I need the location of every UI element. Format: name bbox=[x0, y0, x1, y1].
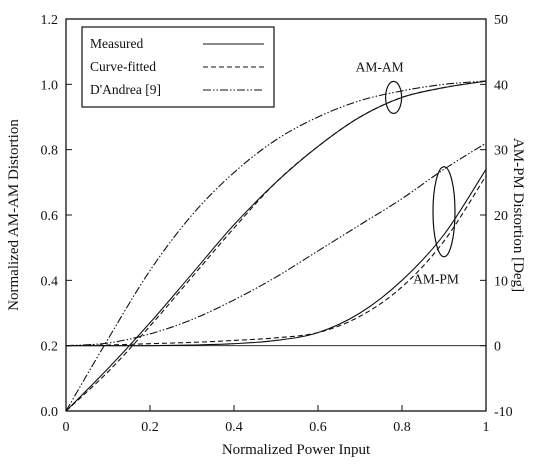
legend-label-measured: Measured bbox=[90, 36, 143, 51]
y-axis-label: Normalized AM-AM Distortion bbox=[6, 119, 22, 311]
am-am-d-andrea-9-line bbox=[65, 80, 487, 412]
am-pm-d-andrea-9-line bbox=[65, 142, 487, 347]
am-am-measured-line bbox=[65, 80, 487, 412]
x-tick-label: 0.2 bbox=[141, 420, 159, 435]
x-axis: 0 0.2 0.4 0.6 0.8 1 bbox=[63, 405, 490, 435]
am-am-group-ellipse bbox=[385, 80, 403, 115]
y-tick-label: 0.4 bbox=[41, 274, 59, 289]
am-pm-measured-line bbox=[66, 168, 487, 347]
y-tick-label: 0.6 bbox=[41, 209, 59, 224]
legend-box bbox=[81, 26, 275, 108]
y2-tick-label: -10 bbox=[494, 405, 513, 420]
y2-tick-label: 20 bbox=[494, 209, 508, 224]
legend: Measured Curve-fitted D'Andrea [9] bbox=[81, 26, 275, 108]
y2-tick-label: 30 bbox=[494, 144, 508, 159]
legend-label-curve-fitted: Curve-fitted bbox=[90, 59, 156, 74]
y-tick-label: 0.2 bbox=[41, 340, 59, 355]
y2-tick-label: 0 bbox=[494, 340, 501, 355]
y-tick-label: 0.0 bbox=[41, 405, 59, 420]
am-pm-group-ellipse bbox=[432, 166, 456, 258]
y-axis-left: 0.0 0.2 0.4 0.6 0.8 1.0 1.2 bbox=[41, 13, 72, 420]
y-tick-label: 1.2 bbox=[41, 13, 59, 28]
y2-axis-label: AM-PM Distortion [Deg] bbox=[510, 138, 526, 292]
am-pm-curve-fitted-line bbox=[65, 175, 487, 347]
y-tick-label: 1.0 bbox=[41, 78, 59, 93]
am-pm-annotation: AM-PM bbox=[413, 272, 459, 287]
x-tick-label: 0 bbox=[63, 420, 70, 435]
annotation-layer: AM-AM AM-PM bbox=[356, 59, 459, 286]
y-tick-label: 0.8 bbox=[41, 144, 59, 159]
x-tick-label: 0.4 bbox=[225, 420, 243, 435]
y2-tick-label: 50 bbox=[494, 13, 508, 28]
y2-tick-label: 40 bbox=[494, 78, 508, 93]
x-tick-label: 1 bbox=[483, 420, 490, 435]
am-am-curve-fitted-line bbox=[65, 80, 487, 412]
series-layer bbox=[65, 80, 487, 412]
am-am-annotation: AM-AM bbox=[356, 59, 404, 74]
y2-tick-label: 10 bbox=[494, 274, 508, 289]
x-tick-label: 0.8 bbox=[393, 420, 411, 435]
legend-label-dandrea: D'Andrea [9] bbox=[90, 82, 161, 97]
x-tick-label: 0.6 bbox=[309, 420, 327, 435]
x-axis-label: Normalized Power Input bbox=[222, 442, 371, 458]
y-axis-right: -10 0 10 20 30 40 50 bbox=[480, 13, 513, 420]
